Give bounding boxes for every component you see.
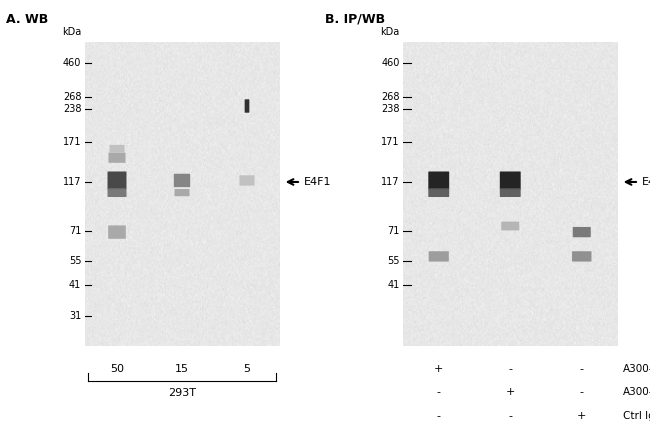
Text: 238: 238 — [382, 104, 400, 114]
Text: -: - — [580, 387, 584, 398]
FancyBboxPatch shape — [572, 251, 592, 262]
FancyBboxPatch shape — [107, 188, 127, 197]
Text: +: + — [506, 387, 515, 398]
Text: -: - — [508, 411, 512, 421]
Text: 5: 5 — [244, 364, 250, 374]
Text: +: + — [434, 364, 443, 374]
Text: 460: 460 — [382, 59, 400, 68]
FancyBboxPatch shape — [428, 251, 449, 262]
Text: E4F1: E4F1 — [642, 177, 650, 187]
FancyBboxPatch shape — [428, 188, 449, 197]
Text: 460: 460 — [63, 59, 81, 68]
Text: E4F1: E4F1 — [304, 177, 331, 187]
Text: kDa: kDa — [380, 27, 400, 37]
Text: 15: 15 — [175, 364, 189, 374]
Text: 50: 50 — [110, 364, 124, 374]
Text: 171: 171 — [63, 138, 81, 147]
FancyBboxPatch shape — [174, 189, 190, 196]
FancyBboxPatch shape — [500, 171, 521, 189]
Text: 293T: 293T — [168, 388, 196, 398]
Text: Ctrl IgG: Ctrl IgG — [623, 411, 650, 421]
FancyBboxPatch shape — [109, 152, 125, 163]
Text: 117: 117 — [382, 177, 400, 187]
Text: +: + — [577, 411, 586, 421]
FancyBboxPatch shape — [573, 227, 591, 237]
FancyBboxPatch shape — [109, 145, 125, 152]
Text: -: - — [437, 387, 441, 398]
FancyBboxPatch shape — [174, 174, 190, 187]
Text: 71: 71 — [69, 226, 81, 235]
Text: 268: 268 — [382, 92, 400, 102]
Text: kDa: kDa — [62, 27, 81, 37]
Text: 71: 71 — [387, 226, 400, 235]
Text: 41: 41 — [69, 280, 81, 290]
FancyBboxPatch shape — [428, 171, 449, 189]
Text: 117: 117 — [63, 177, 81, 187]
Text: 171: 171 — [382, 138, 400, 147]
FancyBboxPatch shape — [239, 175, 255, 186]
Text: -: - — [437, 411, 441, 421]
Text: A300-832A-3: A300-832A-3 — [623, 387, 650, 398]
FancyBboxPatch shape — [108, 225, 126, 239]
Text: 55: 55 — [387, 256, 400, 266]
Text: A. WB: A. WB — [6, 13, 49, 26]
Text: 238: 238 — [63, 104, 81, 114]
Text: 268: 268 — [63, 92, 81, 102]
Text: 55: 55 — [69, 256, 81, 266]
Text: 41: 41 — [387, 280, 400, 290]
FancyBboxPatch shape — [244, 99, 250, 113]
Text: 31: 31 — [69, 311, 81, 321]
Text: B. IP/WB: B. IP/WB — [325, 13, 385, 26]
FancyBboxPatch shape — [107, 171, 127, 189]
FancyBboxPatch shape — [501, 222, 519, 230]
Text: -: - — [580, 364, 584, 374]
Text: A300-832A-2: A300-832A-2 — [623, 364, 650, 374]
Text: -: - — [508, 364, 512, 374]
FancyBboxPatch shape — [500, 188, 521, 197]
